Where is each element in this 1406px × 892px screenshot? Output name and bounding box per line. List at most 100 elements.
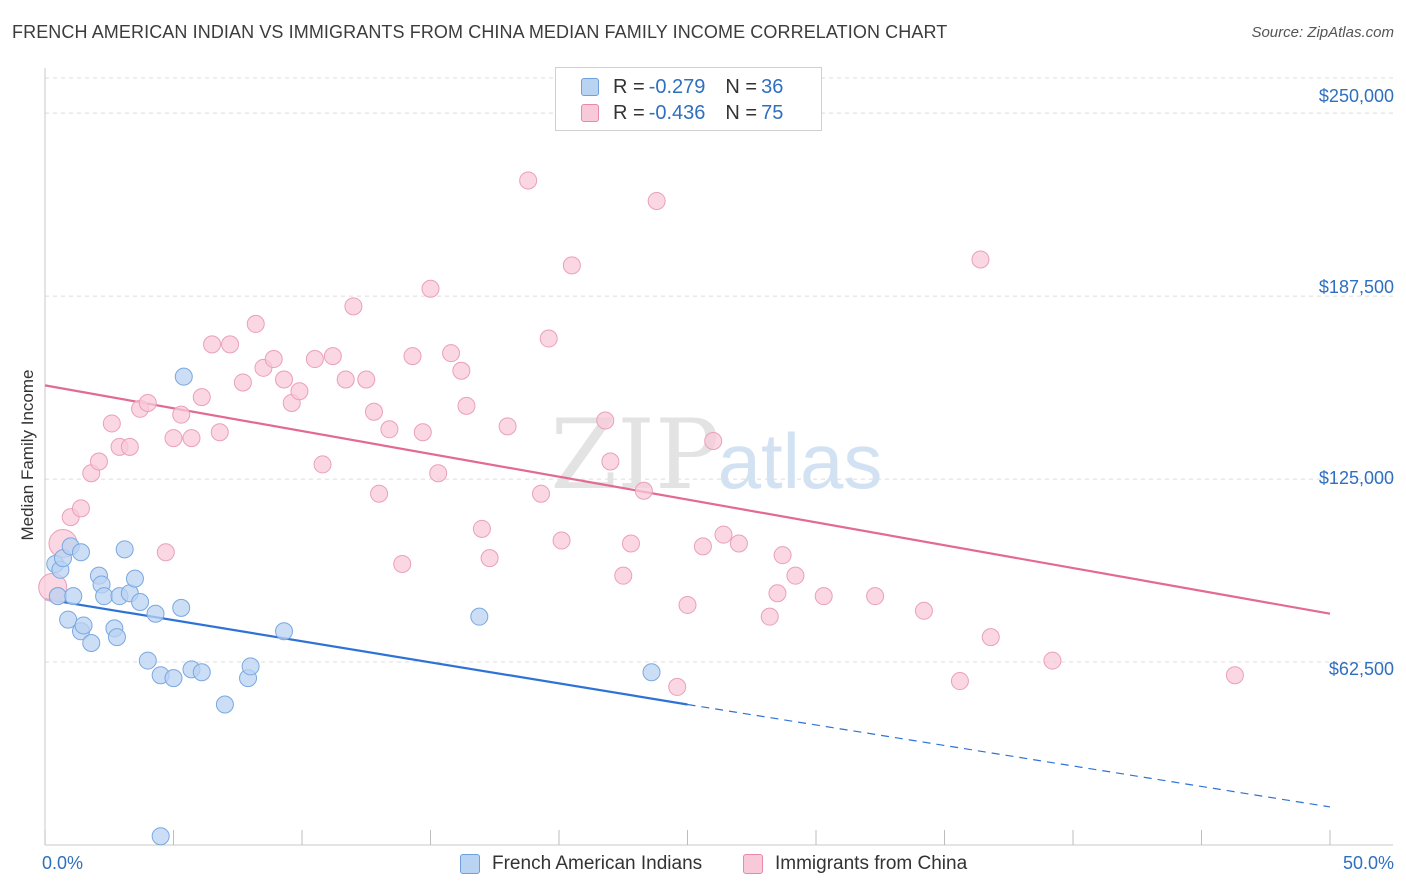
point-immigrants-from-china	[539, 329, 558, 348]
chart-title: FRENCH AMERICAN INDIAN VS IMMIGRANTS FRO…	[12, 22, 948, 42]
bottom-legend-label: French American Indians	[492, 853, 703, 874]
point-immigrants-from-china	[89, 452, 108, 471]
legend-r-label: R =	[613, 75, 645, 98]
point-immigrants-from-china	[596, 411, 615, 430]
point-immigrants-from-china	[532, 484, 551, 503]
point-immigrants-from-china	[768, 584, 787, 603]
point-immigrants-from-china	[336, 370, 355, 389]
point-immigrants-from-china	[452, 361, 471, 380]
point-immigrants-from-china	[773, 546, 792, 565]
point-immigrants-from-china	[621, 534, 640, 553]
point-immigrants-from-china	[413, 423, 432, 442]
point-french-american-indians	[470, 607, 489, 626]
point-immigrants-from-china	[714, 525, 733, 544]
legend-n-label: N =	[725, 101, 758, 124]
legend-r-value: -0.279	[648, 75, 706, 98]
correlation-legend: R = -0.279 N = 36 R = -0.436 N = 75	[555, 67, 822, 131]
point-immigrants-from-china	[498, 417, 517, 436]
point-french-american-indians	[107, 628, 126, 647]
point-immigrants-from-china	[102, 414, 121, 433]
watermark-atlas: atlas	[718, 417, 883, 505]
watermark-zip: ZIP	[550, 399, 719, 511]
point-immigrants-from-china	[364, 402, 383, 421]
legend-n-label: N =	[725, 75, 758, 98]
point-immigrants-from-china	[866, 587, 885, 606]
point-immigrants-from-china	[421, 279, 440, 298]
bottom-legend-series2: Immigrants from China	[743, 852, 967, 876]
point-immigrants-from-china	[668, 677, 687, 696]
point-french-american-indians	[71, 543, 90, 562]
point-french-american-indians	[131, 593, 150, 612]
trend-line-french-american-indians	[44, 598, 688, 706]
y-tick-label: $187,500	[1318, 277, 1394, 297]
grid-lines	[45, 77, 1393, 663]
point-immigrants-from-china	[275, 370, 294, 389]
point-immigrants-from-china	[729, 534, 748, 553]
point-immigrants-from-china	[172, 405, 191, 424]
point-french-american-indians	[59, 610, 78, 629]
point-immigrants-from-china	[357, 370, 376, 389]
point-immigrants-from-china	[981, 628, 1000, 647]
bottom-legend-swatch-blue	[460, 854, 480, 874]
point-immigrants-from-china	[164, 429, 183, 448]
point-french-american-indians	[192, 663, 211, 682]
y-axis-title: Median Family Income	[18, 369, 37, 541]
point-french-american-indians	[146, 604, 165, 623]
y-tick-label: $250,000	[1318, 86, 1394, 106]
point-immigrants-from-china	[519, 171, 538, 190]
point-immigrants-from-china	[290, 382, 309, 401]
point-immigrants-from-china	[786, 566, 805, 585]
y-tick-label: $62,500	[1328, 659, 1394, 679]
point-immigrants-from-china	[370, 484, 389, 503]
point-french-american-indians	[82, 634, 101, 653]
point-immigrants-from-china	[305, 350, 324, 369]
point-french-american-indians	[74, 616, 93, 635]
legend-row-series2: R = -0.436 N = 75	[581, 101, 783, 125]
point-immigrants-from-china	[760, 607, 779, 626]
legend-r-label: R =	[613, 101, 645, 124]
point-immigrants-from-china	[480, 549, 499, 568]
point-immigrants-from-china	[380, 420, 399, 439]
point-immigrants-from-china	[442, 344, 461, 363]
point-immigrants-from-china	[344, 297, 363, 316]
trend-line-extension	[687, 703, 1331, 808]
point-immigrants-from-china	[210, 423, 229, 442]
point-french-american-indians	[215, 695, 234, 714]
axes	[44, 68, 1393, 846]
point-immigrants-from-china	[472, 519, 491, 538]
point-french-american-indians	[642, 663, 661, 682]
point-immigrants-from-china	[192, 388, 211, 407]
point-immigrants-from-china	[914, 601, 933, 620]
point-immigrants-from-china	[71, 499, 90, 518]
x-min-label: 0.0%	[42, 853, 84, 873]
point-french-american-indians	[241, 657, 260, 676]
point-immigrants-from-china	[971, 250, 990, 269]
point-immigrants-from-china	[233, 373, 252, 392]
point-immigrants-from-china	[647, 191, 666, 210]
point-french-american-indians	[275, 622, 294, 641]
point-french-american-indians	[95, 587, 114, 606]
point-french-american-indians	[125, 569, 144, 588]
bottom-legend-series1: French American Indians	[460, 852, 702, 876]
point-immigrants-from-china	[429, 464, 448, 483]
y-tick-label: $125,000	[1318, 468, 1394, 488]
point-immigrants-from-china	[203, 335, 222, 354]
point-immigrants-from-china	[1225, 666, 1244, 685]
point-immigrants-from-china	[264, 350, 283, 369]
point-immigrants-from-china	[704, 432, 723, 451]
legend-r-value: -0.436	[648, 101, 706, 124]
point-immigrants-from-china	[1043, 651, 1062, 670]
point-immigrants-from-china	[614, 566, 633, 585]
point-immigrants-from-china	[393, 554, 412, 573]
point-immigrants-from-china	[814, 587, 833, 606]
legend-swatch-blue	[581, 78, 599, 96]
point-immigrants-from-china	[678, 595, 697, 614]
x-max-label: 50.0%	[1342, 853, 1394, 873]
legend-row-series1: R = -0.279 N = 36	[581, 75, 783, 99]
point-immigrants-from-china	[221, 335, 240, 354]
legend-n-value: 36	[761, 75, 784, 98]
point-immigrants-from-china	[457, 396, 476, 415]
bottom-legend-label: Immigrants from China	[775, 853, 968, 874]
point-french-american-indians	[115, 540, 134, 559]
